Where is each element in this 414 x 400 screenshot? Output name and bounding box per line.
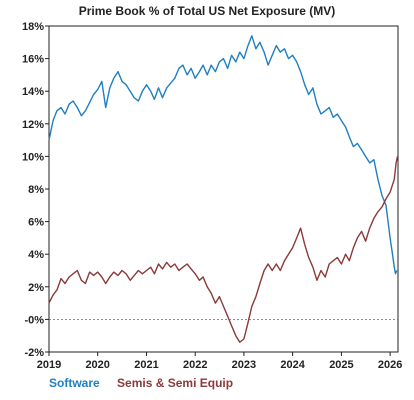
x-tick-label: 2024 xyxy=(280,359,305,371)
y-tick-label: 14% xyxy=(22,86,44,98)
x-tick-label: 2023 xyxy=(232,359,256,371)
plot-frame xyxy=(48,25,399,353)
series-layer xyxy=(48,35,399,343)
y-tick-label: 12% xyxy=(22,119,44,131)
y-tick-label: 18% xyxy=(22,21,44,33)
x-tick-label: 2025 xyxy=(329,359,353,371)
x-tick-label: 2021 xyxy=(134,359,158,371)
series-line-semis xyxy=(48,156,399,343)
y-tick-label: 10% xyxy=(22,151,44,163)
chart-title: Prime Book % of Total US Net Exposure (M… xyxy=(78,4,336,18)
y-tick-label: -2% xyxy=(24,347,44,359)
x-tick-label: 2022 xyxy=(183,359,207,371)
x-axis-ticks: 2019 2020 2021 2022 2023 2024 2025 2026 xyxy=(37,352,402,371)
y-tick-label: 16% xyxy=(22,54,44,66)
series-line-software xyxy=(48,35,398,275)
y-tick-label: 6% xyxy=(28,217,44,229)
x-tick-label: 2026 xyxy=(378,359,402,371)
x-tick-label: 2020 xyxy=(85,359,109,371)
y-tick-label: 2% xyxy=(28,282,44,294)
legend-item-semis: Semis & Semi Equip xyxy=(117,376,234,390)
y-axis-ticks: 18% 16% 14% 12% 10% 8% 6% 4% 2% -0% -2% xyxy=(22,21,49,359)
x-tick-label: 2019 xyxy=(37,359,61,371)
legend-item-software: Software xyxy=(49,376,100,390)
y-tick-label: 8% xyxy=(28,184,44,196)
legend: Software Semis & Semi Equip xyxy=(49,376,247,390)
y-tick-label: 4% xyxy=(28,249,44,261)
y-tick-label: -0% xyxy=(24,314,44,326)
axes xyxy=(48,25,399,353)
